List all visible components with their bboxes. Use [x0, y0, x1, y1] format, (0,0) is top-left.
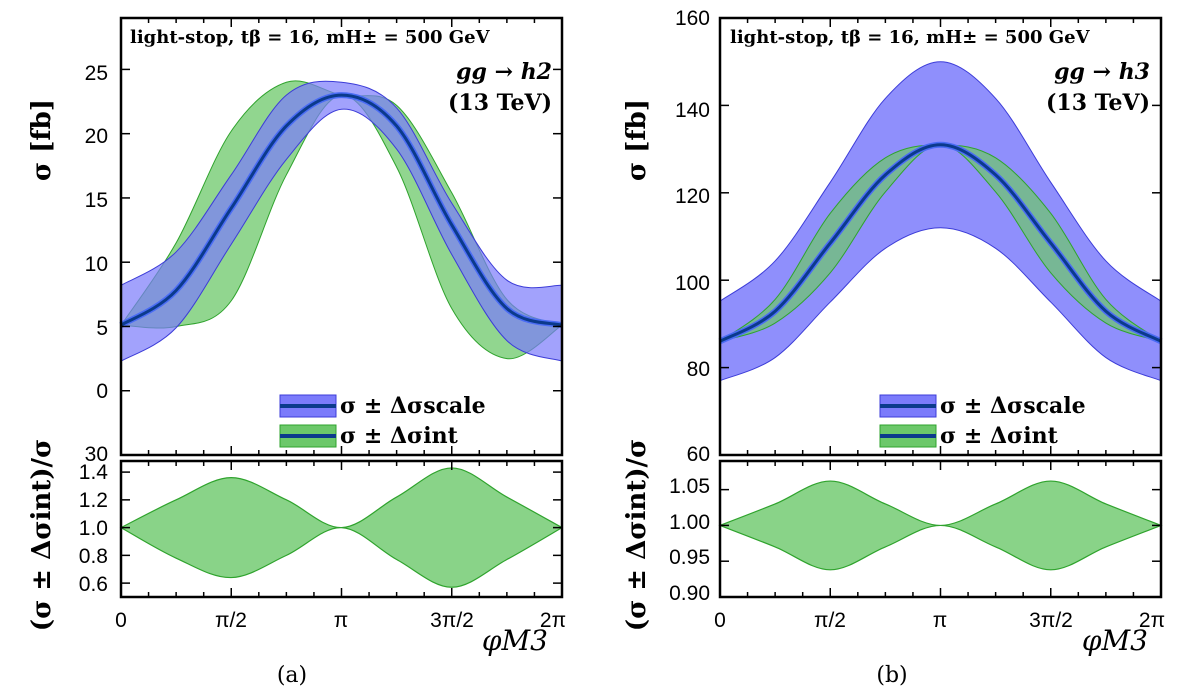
panel-a-ratio-ytick-1: 0.8 [79, 545, 108, 568]
panel-b-central-line-layer [718, 141, 1163, 345]
panel-a-ytick-10: 10 [85, 253, 108, 276]
panel-a-central-line-layer [119, 92, 563, 329]
panel-a-xtick-0: 0 [115, 609, 127, 632]
panel-b-legend: σ ± Δσscale σ ± Δσint [879, 393, 1086, 449]
panel-a-legend-int-label: σ ± Δσint [340, 423, 459, 449]
panel-b-ratio-ytick-3: 1.05 [669, 475, 710, 498]
panel-b-ytick-120: 120 [675, 185, 710, 208]
panel-a-ratio-ytick-3: 1.2 [79, 489, 108, 512]
panel-b-legend-scale-label: σ ± Δσscale [940, 393, 1086, 419]
panel-a-ytick-30: 30 [85, 443, 108, 466]
panel-a-ylabel-main: σ [fb] [27, 99, 57, 181]
panel-b-ratio-ticks [719, 461, 1162, 598]
panel-a-xlabel: φM3 [482, 624, 548, 657]
panel-a-xtick-4: 2π [540, 609, 566, 632]
panel-b-ratio-ytick-2: 1.00 [669, 511, 710, 534]
panel-b-main-plot [718, 16, 1163, 457]
panel-a-xtick-1: π/2 [215, 609, 247, 632]
panel-a-xtick-3: 3π/2 [430, 609, 474, 632]
panel-a-central-line [120, 93, 563, 327]
panel-a-ratio-band [119, 467, 564, 588]
panel-b-ylabel-ratio: (σ ± Δσint)/σ [622, 439, 652, 631]
panel-a-ratio-plot [119, 459, 564, 599]
panel-a-xtick-2: π [334, 609, 349, 632]
panel-b-xtick-2: π [933, 609, 948, 632]
panel-a-ytick-25: 25 [85, 62, 108, 85]
panel-b-ytick-100: 100 [675, 272, 710, 295]
panel-b-ratio-ytick-0: 0.90 [669, 582, 710, 605]
panel-b-xtick-0: 0 [714, 609, 726, 632]
panel-a-ratio-ytick-4: 1.4 [79, 461, 109, 484]
panel-b-scale-band [719, 61, 1162, 382]
panel-b-ratio-band [718, 480, 1163, 571]
panel-a-main-ticks [120, 18, 563, 456]
panel-b-ytick-140: 140 [675, 99, 710, 122]
panel-a-ratio-ytick-0: 0.6 [79, 573, 108, 596]
panel-a-ytick-20: 20 [85, 125, 108, 148]
panel-b-caption: (b) [876, 663, 907, 688]
panel-a-scale-band [120, 80, 563, 363]
panel-b-xtick-4: 2π [1139, 609, 1165, 632]
panel-b-central-line [719, 143, 1162, 343]
panel-b-xlabel: φM3 [1082, 624, 1148, 657]
panel-a-scale-band-layer [120, 80, 563, 363]
panel-b-scale-band-layer [719, 61, 1162, 382]
panel-b-main-ticks [719, 17, 1162, 456]
panel-a-ratio-ytick-2: 1.0 [79, 517, 108, 540]
panel-b-ratio-band-layer [718, 480, 1163, 571]
panel-a-ratio-ticks [120, 461, 563, 597]
panel-a-energy: (13 TeV) [448, 90, 552, 116]
panel-a-main-plot [119, 16, 564, 457]
panel-b-ratio-ytick-1: 0.95 [669, 546, 710, 569]
panel-b-ratio-plot [718, 459, 1163, 599]
panel-a-legend-scale-label: σ ± Δσscale [340, 393, 486, 419]
panel-a-note: light-stop, tβ = 16, mH± = 500 GeV [130, 27, 491, 48]
panel-a: 0 5 10 15 20 25 30 0.6 0.8 1.0 1.2 1.4 0… [27, 16, 566, 688]
panel-a-process: gg → h2 [456, 59, 552, 85]
panel-b-ytick-80: 80 [687, 358, 710, 381]
panel-a-ratio-band-layer [119, 467, 564, 588]
panel-b-legend-int-label: σ ± Δσint [940, 423, 1059, 449]
panel-b-note: light-stop, tβ = 16, mH± = 500 GeV [730, 27, 1091, 48]
panel-b-ytick-160: 160 [675, 7, 710, 30]
panel-b-xtick-1: π/2 [814, 609, 846, 632]
panel-b-energy: (13 TeV) [1046, 90, 1150, 116]
panel-a-ytick-15: 15 [85, 189, 108, 212]
panel-a-ylabel-ratio: (σ ± Δσint)/σ [27, 439, 57, 631]
panel-a-ytick-5: 5 [96, 317, 108, 340]
panel-b-ytick-60: 60 [687, 443, 710, 466]
panel-b-xtick-3: 3π/2 [1029, 609, 1073, 632]
panel-a-legend: σ ± Δσscale σ ± Δσint [279, 393, 486, 449]
panel-b: 60 80 100 120 140 160 0.90 0.95 1.00 1.0… [622, 7, 1165, 688]
panel-b-process: gg → h3 [1054, 59, 1150, 85]
panel-b-ylabel-main: σ [fb] [622, 99, 652, 181]
panel-a-caption: (a) [277, 663, 307, 688]
panel-a-ytick-0: 0 [96, 380, 108, 403]
